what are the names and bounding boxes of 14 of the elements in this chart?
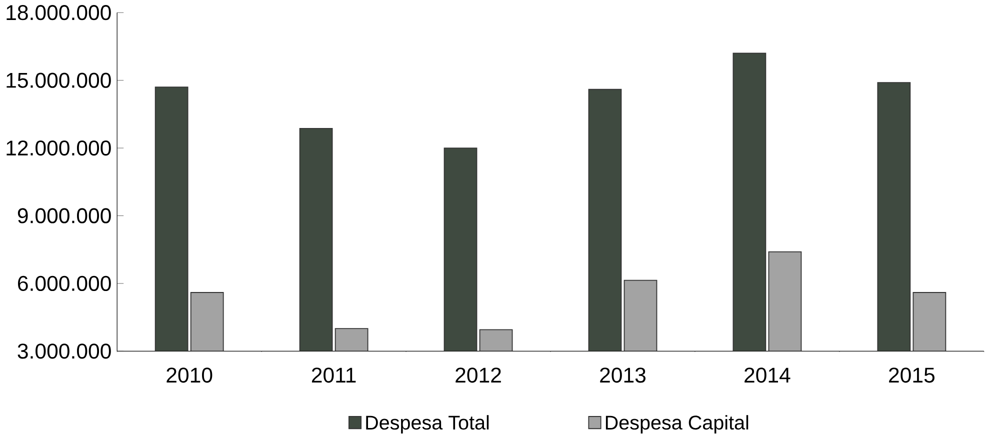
x-tick-label: 2010 bbox=[166, 368, 212, 383]
x-tick-label: 2014 bbox=[744, 368, 790, 383]
y-tick-label: 9.000.000 bbox=[18, 208, 111, 224]
x-tick-label: 2012 bbox=[456, 368, 501, 383]
y-tick-label: 6.000.000 bbox=[18, 276, 111, 292]
y-tick-label: 18.000.000 bbox=[6, 5, 111, 20]
x-tick-label: 2015 bbox=[889, 368, 934, 383]
x-tick-label: 2011 bbox=[312, 368, 356, 383]
y-tick-label: 3.000.000 bbox=[18, 344, 111, 359]
legend-label: Despesa Total bbox=[366, 415, 489, 434]
x-tick-label: 2013 bbox=[600, 368, 646, 383]
y-tick-label: 12.000.000 bbox=[6, 140, 111, 156]
legend-label: Despesa Capital bbox=[606, 415, 748, 434]
y-tick-label: 15.000.000 bbox=[6, 72, 111, 88]
